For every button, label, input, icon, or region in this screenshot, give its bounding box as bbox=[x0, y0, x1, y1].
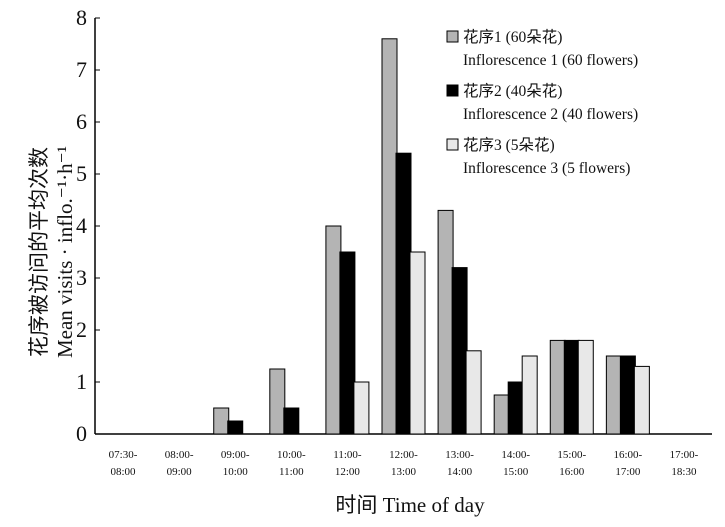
x-tick-label: 16:00- 17:00 bbox=[613, 449, 642, 478]
bars bbox=[213, 38, 650, 435]
x-tick-label-line: 09:00- bbox=[221, 449, 250, 461]
y-tick-label: 4 bbox=[76, 213, 87, 238]
legend-label-cn: 花序1 (60朵花) bbox=[463, 28, 562, 46]
bar-series-1-6 bbox=[437, 209, 454, 435]
y-tick-label: 5 bbox=[76, 161, 87, 186]
x-tick-label-line: 15:00- bbox=[557, 449, 586, 461]
x-tick-label: 14:00- 15:00 bbox=[501, 449, 530, 478]
x-tick-label-line: 12:00- bbox=[389, 449, 418, 461]
bar-series-2-9 bbox=[619, 355, 636, 435]
x-tick-label-line: 07:30- bbox=[109, 449, 138, 461]
bar-series-3-8 bbox=[577, 339, 594, 435]
y-tick-label: 8 bbox=[76, 5, 87, 30]
bar-series-3-9 bbox=[633, 365, 650, 435]
x-tick-label: 15:00- 16:00 bbox=[557, 449, 586, 478]
bar-series-2-8 bbox=[563, 339, 580, 435]
x-tick-label-line: 13:00- bbox=[445, 449, 474, 461]
bar-series-3-7 bbox=[521, 355, 538, 435]
bar-series-2-5 bbox=[395, 152, 412, 435]
legend: 花序1 (60朵花) Inflorescence 1 (60 flowers) 花序… bbox=[446, 28, 638, 177]
x-axis-title: 时间 Time of day bbox=[335, 493, 485, 517]
x-tick-label: 10:00- 11:00 bbox=[277, 449, 306, 478]
x-tick-label: 17:00- 18:30 bbox=[670, 449, 699, 478]
legend-swatch bbox=[446, 84, 459, 97]
legend-label-cn: 花序3 (5朵花) bbox=[463, 136, 555, 154]
x-tick-label-line: 14:00 bbox=[447, 466, 473, 478]
x-tick-label-line: 14:00- bbox=[501, 449, 530, 461]
y-axis-title-cn: 花序被访问的平均次数 bbox=[27, 147, 51, 357]
y-axis-title-en: Mean visits · inflo.⁻¹·h⁻¹ bbox=[53, 146, 77, 358]
x-tick-label: 11:00- 12:00 bbox=[333, 449, 362, 478]
y-tick-label: 6 bbox=[76, 109, 87, 134]
bar-series-1-2 bbox=[213, 407, 230, 435]
bar-series-3-4 bbox=[353, 381, 370, 435]
x-tick-label-line: 17:00- bbox=[670, 449, 699, 461]
bar-series-3-5 bbox=[409, 251, 426, 435]
bar-series-1-9 bbox=[605, 355, 622, 435]
legend-label-cn: 花序2 (40朵花) bbox=[463, 82, 562, 100]
legend-label-en: Inflorescence 1 (60 flowers) bbox=[463, 52, 638, 69]
x-tick-label-line: 08:00- bbox=[165, 449, 194, 461]
bar-series-1-8 bbox=[549, 339, 566, 435]
y-tick-label: 1 bbox=[76, 369, 87, 394]
x-tick-label-line: 17:00 bbox=[615, 466, 641, 478]
x-tick-label-line: 15:00 bbox=[503, 466, 529, 478]
legend-swatch bbox=[446, 138, 459, 151]
x-tick-label-line: 10:00 bbox=[223, 466, 249, 478]
legend-label-en: Inflorescence 2 (40 flowers) bbox=[463, 106, 638, 123]
y-tick-label: 7 bbox=[76, 57, 87, 82]
y-tick-label: 3 bbox=[76, 265, 87, 290]
bar-series-2-4 bbox=[339, 251, 356, 435]
axes: 0 1 2 3 4 5 6 7 8 07:30- 08:00 08:00- 09:00 09:00- 10:… bbox=[76, 5, 712, 478]
y-tick-label: 2 bbox=[76, 317, 87, 342]
x-tick-label-line: 16:00- bbox=[613, 449, 642, 461]
x-tick-label-line: 12:00 bbox=[335, 466, 361, 478]
x-tick-label: 12:00- 13:00 bbox=[389, 449, 418, 478]
bar-series-1-5 bbox=[381, 38, 398, 435]
x-tick-label: 08:00- 09:00 bbox=[165, 449, 194, 478]
bar-series-2-2 bbox=[227, 420, 244, 435]
y-axis-title: 花序被访问的平均次数 Mean visits · inflo.⁻¹·h⁻¹ bbox=[27, 146, 77, 358]
x-tick-label-line: 11:00 bbox=[279, 466, 304, 478]
x-tick-label: 09:00- 10:00 bbox=[221, 449, 250, 478]
x-tick-label-line: 08:00 bbox=[111, 466, 137, 478]
bar-series-2-6 bbox=[451, 267, 468, 435]
x-tick-label-line: 18:30 bbox=[671, 466, 697, 478]
legend-label-en: Inflorescence 3 (5 flowers) bbox=[463, 160, 630, 177]
bar-series-1-4 bbox=[325, 225, 342, 435]
x-tick-label-line: 16:00 bbox=[559, 466, 585, 478]
x-tick-label-line: 09:00 bbox=[167, 466, 193, 478]
x-tick-label: 07:30- 08:00 bbox=[109, 449, 138, 478]
y-tick-label: 0 bbox=[76, 421, 87, 446]
bar-series-2-3 bbox=[283, 407, 300, 435]
x-tick-label: 13:00- 14:00 bbox=[445, 449, 474, 478]
bar-series-1-3 bbox=[269, 368, 286, 435]
x-tick-label-line: 10:00- bbox=[277, 449, 306, 461]
x-tick-label-line: 13:00 bbox=[391, 466, 417, 478]
x-tick-label-line: 11:00- bbox=[333, 449, 362, 461]
bar-series-3-6 bbox=[465, 350, 482, 435]
legend-swatch bbox=[446, 30, 459, 43]
bar-series-1-7 bbox=[493, 394, 510, 435]
bar-series-2-7 bbox=[507, 381, 524, 435]
